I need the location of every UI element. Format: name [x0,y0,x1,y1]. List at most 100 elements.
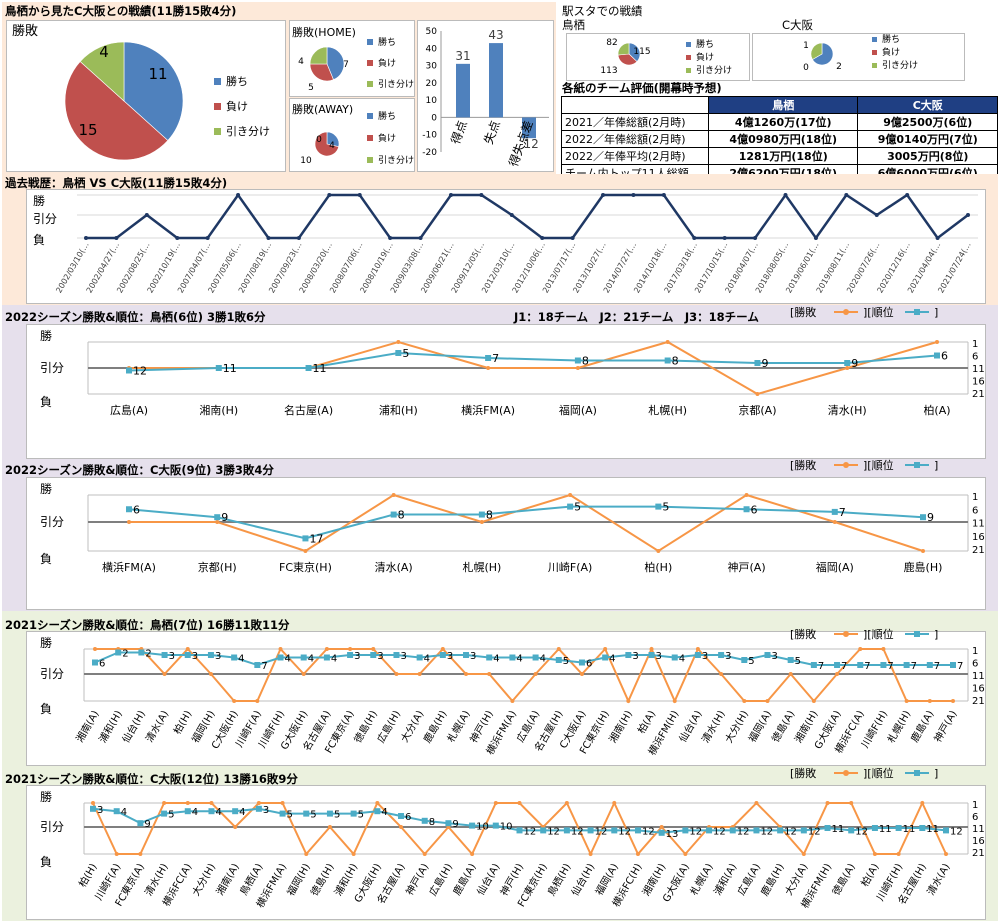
rank-point [664,357,671,364]
result-point [486,366,491,370]
rank-point [880,662,887,668]
result-axis-label: 引分 [40,515,64,529]
result-point [603,647,608,651]
rank-data-label: 3 [400,651,406,662]
rank-point [694,652,701,658]
result-point [93,647,97,651]
rank-point [231,654,238,661]
rank-tick-label: 21 [972,389,985,400]
result-point [858,647,863,651]
s2021-osaka-title: 2021シーズン勝敗&順位：C大阪(12位) 13勝16敗9分 [5,772,298,786]
station-home-label: 鳥栖 [562,18,585,32]
rank-data-label: 17 [309,532,323,545]
result-point [612,801,617,805]
eval-header-tosu: 鳥栖 [707,96,859,114]
rank-data-label: 3 [97,805,103,816]
rank-point [374,808,381,815]
rank-data-label: 11 [313,362,327,375]
rank-data-label: 2 [122,649,128,660]
rank-data-label: 7 [839,506,846,519]
rank-tick-label: 1 [972,492,978,503]
result-point [672,699,677,703]
x-tick-label: 福岡(A) [559,403,597,417]
x-tick-label: 横浜FM(A) [461,403,515,417]
result-point [280,801,285,805]
x-tick-label: 2008/03/20(… [298,241,334,295]
result-point [396,340,401,344]
rank-data-label: 7 [887,661,893,672]
line-legend-rank: ][順位 [863,766,894,780]
result-point [765,699,770,703]
rank-data-label: 4 [609,654,615,665]
rank-data-label: 3 [263,805,269,816]
result-point [422,852,427,856]
eval-header-osaka: C大阪 [857,96,998,114]
rank-data-label: 8 [429,817,435,828]
x-tick-label: 2014/07/27(… [602,241,638,295]
pie-slice [309,46,328,65]
eval-table: 鳥栖 C大阪 2021／年俸総額(2月時) 4億1260万(17位) 9億2500万… [561,96,998,182]
pie-slice [617,42,630,56]
rank-data-label: 5 [563,656,569,667]
result-point [564,801,569,805]
pie-value-label: 11 [148,65,167,83]
history-point [813,236,818,240]
x-tick-label: 横浜FM(A) [102,560,156,574]
result-axis-label: 負 [33,233,45,247]
x-tick-label: 2013/10/27(… [571,241,607,295]
pie-slice [628,42,641,63]
result-axis-label: 引分 [40,820,64,834]
rank-point [390,511,397,518]
line-legend-result-marker [843,770,849,776]
x-tick-label: 2020/07/26(… [845,241,881,295]
line-legend-close: ] [934,628,938,641]
rank-data-label: 12 [524,826,537,837]
eval-header-blank [561,96,709,114]
rank-data-label: 7 [864,661,870,672]
x-tick-label: 2009/03/08(… [389,241,425,295]
rank-point [578,659,585,666]
rank-point [567,503,574,510]
y-tick-label: 10 [426,96,438,106]
rank-tick-label: 21 [972,545,985,556]
rank-point [563,827,570,834]
rank-data-label: 11 [223,362,237,375]
rank-point [634,827,641,834]
rank-point [232,808,239,815]
x-tick-label: 川崎F(A) [548,560,592,574]
x-tick-label: 2021/07/24(… [936,241,972,295]
x-tick-label: 大分(H) [189,861,218,898]
result-point [872,852,877,856]
rank-point [934,352,940,359]
legend-label: 負け [226,100,248,113]
x-tick-label: 得点 [448,118,470,146]
rank-data-label: 4 [331,654,337,665]
result-point [920,801,925,805]
x-tick-label: 清水(H) [828,404,867,417]
pie-slice [617,53,638,66]
station-tosu-box [566,33,750,81]
pie-value-label: 1 [803,41,809,51]
rank-point [602,654,609,661]
history-point [661,193,666,197]
pie-value-label: 7 [343,60,349,70]
rank-data-label: 9 [927,511,934,524]
x-tick-label: 清水(A) [143,708,172,745]
rank-point [706,827,713,834]
legend-swatch [367,135,373,141]
rank-data-label: 12 [737,826,750,837]
x-tick-label: 2021/04/04(… [906,241,942,295]
result-point [533,672,538,676]
pie-value-label: 15 [78,121,97,139]
rank-data-label: 6 [133,503,140,516]
rank-data-label: 3 [447,651,453,662]
result-axis-label: 負 [40,395,52,409]
rank-tick-label: 1 [972,646,978,657]
result-axis-label: 勝 [40,328,52,343]
rank-tick-label: 16 [972,836,985,847]
rank-data-label: 4 [285,654,291,665]
legend-swatch [214,103,221,110]
x-tick-label: 柏(A) [923,403,950,417]
x-tick-label: 2019/08/11(… [815,241,851,295]
legend-swatch [367,81,373,87]
